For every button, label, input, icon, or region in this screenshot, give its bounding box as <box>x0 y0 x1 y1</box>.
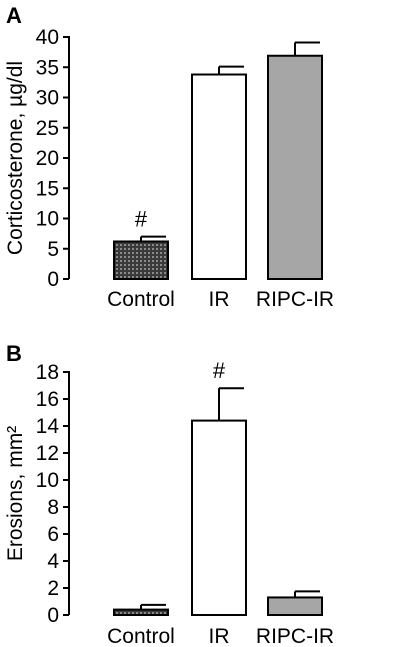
y-tick-label: 6 <box>47 523 59 546</box>
bar-ir <box>191 419 247 616</box>
y-tick-label: 25 <box>36 117 59 140</box>
y-tick-label: 15 <box>36 177 59 200</box>
category-label: Control <box>107 288 175 311</box>
category-label: IR <box>209 288 230 311</box>
y-tick-label: 20 <box>36 147 59 170</box>
y-tick-label: 35 <box>36 56 59 79</box>
y-tick-label: 2 <box>47 577 59 600</box>
y-tick-label: 10 <box>36 469 59 492</box>
category-label: RIPC-IR <box>256 288 334 311</box>
significance-marker: # <box>213 358 226 383</box>
y-tick-label: 4 <box>47 550 59 573</box>
bar-ripc-ir <box>267 596 323 617</box>
y-axis-title: Corticosterone, µg/dl <box>4 61 27 255</box>
category-label: RIPC-IR <box>256 625 334 647</box>
y-tick-label: 14 <box>36 415 60 438</box>
y-tick-label: 10 <box>36 208 59 231</box>
y-tick-label: 18 <box>36 361 59 384</box>
bar-ripc-ir <box>267 54 323 280</box>
chart-panel-b: B 0 2 4 6 8 10 12 14 16 18 Erosions, mm² Control IR RI… <box>4 341 334 647</box>
bar-ir <box>191 73 247 281</box>
chart-panel-a: A 0 5 10 15 20 25 30 35 40 Corticosterone, µg/dl Co… <box>4 3 334 311</box>
y-tick-label: 30 <box>36 87 59 110</box>
y-tick-label: 40 <box>36 26 59 49</box>
bar-control <box>113 608 169 616</box>
category-label: Control <box>107 625 175 647</box>
y-tick-label: 5 <box>47 238 59 261</box>
bar-control <box>113 240 169 281</box>
category-label: IR <box>209 625 230 647</box>
significance-marker: # <box>135 207 148 232</box>
y-tick-label: 0 <box>47 604 59 627</box>
panel-letter: B <box>6 341 22 366</box>
panel-letter: A <box>6 3 22 28</box>
y-tick-label: 0 <box>47 268 59 291</box>
y-tick-label: 8 <box>47 496 59 519</box>
y-tick-label: 16 <box>36 388 59 411</box>
y-tick-label: 12 <box>36 442 59 465</box>
y-axis-title: Erosions, mm² <box>4 426 27 561</box>
